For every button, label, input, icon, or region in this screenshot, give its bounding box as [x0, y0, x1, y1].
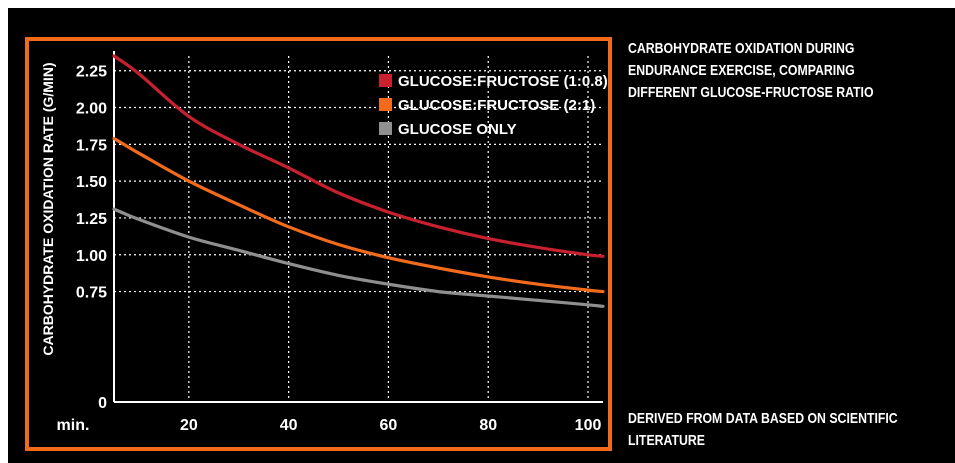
chart-caption: CARBOHYDRATE OXIDATION DURING ENDURANCE … — [628, 38, 874, 104]
legend-glucose-fructose-1-0-8-swatch — [379, 74, 392, 87]
glucose-fructose-2-1-line — [112, 136, 605, 294]
chart-frame: 0 0.75 1.00 1.25 1.50 1.75 2.00 2.25 20 40 60 80 100… — [25, 37, 612, 451]
glucose-fructose-1-0-8-line — [112, 54, 605, 258]
glucose-only-line — [112, 207, 605, 308]
legend-glucose-fructose-2-1-swatch — [379, 98, 392, 111]
y-tick-label-2: 1.00 — [76, 248, 107, 265]
y-tick-label-6: 2.00 — [76, 101, 107, 118]
y-tick-label-0: 0 — [98, 395, 107, 412]
source-note-line-1: DERIVED FROM DATA BASED ON SCIENTIFIC — [628, 410, 898, 427]
legend-glucose-only-swatch — [379, 122, 392, 135]
source-note-line-2: LITERATURE — [628, 432, 705, 449]
x-tick-label-2: 60 — [380, 417, 398, 434]
y-axis-label: CARBOHYDRATE OXIDATION RATE (G/MIN) — [40, 62, 56, 355]
oxidation-rate-chart: 0 0.75 1.00 1.25 1.50 1.75 2.00 2.25 20 40 60 80 100… — [40, 51, 608, 434]
caption-line-2: ENDURANCE EXERCISE, COMPARING — [628, 62, 855, 79]
caption-line-3: DIFFERENT GLUCOSE-FRUCTOSE RATIO — [628, 84, 874, 101]
y-tick-label-3: 1.25 — [76, 211, 107, 228]
x-axis-label: min. — [57, 417, 90, 434]
dark-panel — [8, 8, 955, 463]
source-note: DERIVED FROM DATA BASED ON SCIENTIFIC LI… — [628, 408, 898, 452]
x-tick-label-0: 20 — [180, 417, 198, 434]
legend-glucose-only-label: GLUCOSE ONLY — [398, 121, 517, 138]
x-tick-label-3: 80 — [479, 417, 497, 434]
y-tick-label-4: 1.50 — [76, 174, 107, 191]
x-tick-label-1: 40 — [280, 417, 298, 434]
legend-glucose-fructose-1-0-8-label: GLUCOSE:FRUCTOSE (1:0.8) — [398, 73, 608, 90]
y-tick-label-1: 0.75 — [76, 285, 107, 302]
legend-glucose-fructose-2-1-label: GLUCOSE:FRUCTOSE (2:1) — [398, 97, 595, 114]
x-tick-label-4: 100 — [575, 417, 602, 434]
y-tick-label-5: 1.75 — [76, 137, 107, 154]
y-tick-label-7: 2.25 — [76, 64, 107, 81]
caption-line-1: CARBOHYDRATE OXIDATION DURING — [628, 40, 855, 57]
